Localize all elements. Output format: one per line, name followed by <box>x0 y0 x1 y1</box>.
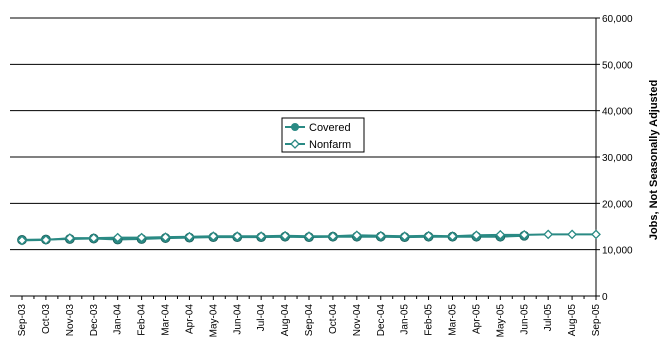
y-tick-label: 10,000 <box>602 246 633 257</box>
x-tick-label: Sep-05 <box>591 304 602 337</box>
x-tick-label: Jul-05 <box>543 304 554 332</box>
y-axis-title: Jobs, Not Seasonally Adjusted <box>648 80 660 240</box>
point-nonfarm <box>519 229 530 240</box>
point-nonfarm <box>591 229 601 240</box>
x-tick-label: May-04 <box>208 304 219 338</box>
x-tick-label: Aug-04 <box>280 304 291 337</box>
gridlines <box>10 17 596 251</box>
x-tick-label: Sep-03 <box>17 304 28 337</box>
x-tick-label: Apr-05 <box>471 304 482 334</box>
y-tick-label: 40,000 <box>602 107 633 118</box>
x-tick-label: Nov-03 <box>65 304 76 337</box>
x-tick-label: Mar-05 <box>448 304 459 336</box>
x-tick-label: Jun-04 <box>232 304 243 335</box>
point-nonfarm <box>160 232 171 243</box>
point-nonfarm <box>351 230 362 241</box>
point-nonfarm <box>567 229 578 240</box>
point-nonfarm <box>495 229 506 240</box>
point-nonfarm <box>543 229 554 240</box>
x-tick-label: Jan-05 <box>400 304 411 335</box>
x-tick-label: Dec-04 <box>376 304 387 337</box>
point-nonfarm <box>136 232 147 243</box>
point-nonfarm <box>232 231 243 242</box>
point-nonfarm <box>375 230 386 241</box>
point-nonfarm <box>208 231 219 242</box>
x-tick-label: Feb-05 <box>424 304 435 336</box>
x-tick-label: Feb-04 <box>137 304 148 336</box>
point-nonfarm <box>184 231 195 242</box>
point-nonfarm <box>280 230 291 241</box>
x-tick-label: Dec-03 <box>89 304 100 337</box>
x-tick-label: Aug-05 <box>567 304 578 337</box>
x-tick-label: May-05 <box>495 304 506 338</box>
legend: Covered Nonfarm <box>281 117 365 153</box>
y-tick-label: 20,000 <box>602 199 633 210</box>
x-axis: Sep-03 Oct-03 Nov-03 Dec-03 Jan-04 Feb-04 Mar-… <box>10 295 602 338</box>
x-tick-label: Oct-03 <box>41 304 52 334</box>
y-tick-label: 0 <box>602 292 608 303</box>
x-tick-label: Jul-04 <box>256 304 267 332</box>
point-nonfarm <box>17 235 27 246</box>
x-tick-label: Apr-04 <box>184 304 195 334</box>
point-nonfarm <box>423 230 434 241</box>
point-nonfarm <box>64 233 75 244</box>
legend-label-covered: Covered <box>309 122 351 134</box>
series-layer <box>17 229 601 246</box>
legend-marker-covered <box>291 123 299 131</box>
x-tick-label: Nov-04 <box>352 304 363 337</box>
x-tick-label: Sep-04 <box>304 304 315 337</box>
point-nonfarm <box>88 233 99 244</box>
y-tick-label: 50,000 <box>602 60 633 71</box>
point-nonfarm <box>112 232 123 243</box>
point-nonfarm <box>304 231 314 242</box>
y-tick-label: 30,000 <box>602 153 633 164</box>
x-tick-label: Jan-04 <box>113 304 124 335</box>
point-nonfarm <box>399 231 410 242</box>
x-tick-label: Mar-04 <box>161 304 172 336</box>
point-nonfarm <box>327 231 338 242</box>
legend-label-nonfarm: Nonfarm <box>309 139 351 151</box>
y-tick-label: 60,000 <box>602 14 633 25</box>
point-nonfarm <box>447 231 458 242</box>
point-nonfarm <box>471 230 482 241</box>
point-nonfarm <box>256 231 267 242</box>
x-tick-label: Jun-05 <box>519 304 530 335</box>
point-nonfarm <box>40 235 51 245</box>
legend-marker-nonfarm <box>290 139 300 149</box>
y-axis: 0 10,000 20,000 30,000 40,000 50,000 60,000 <box>595 14 633 303</box>
x-tick-label: Oct-04 <box>328 304 339 334</box>
